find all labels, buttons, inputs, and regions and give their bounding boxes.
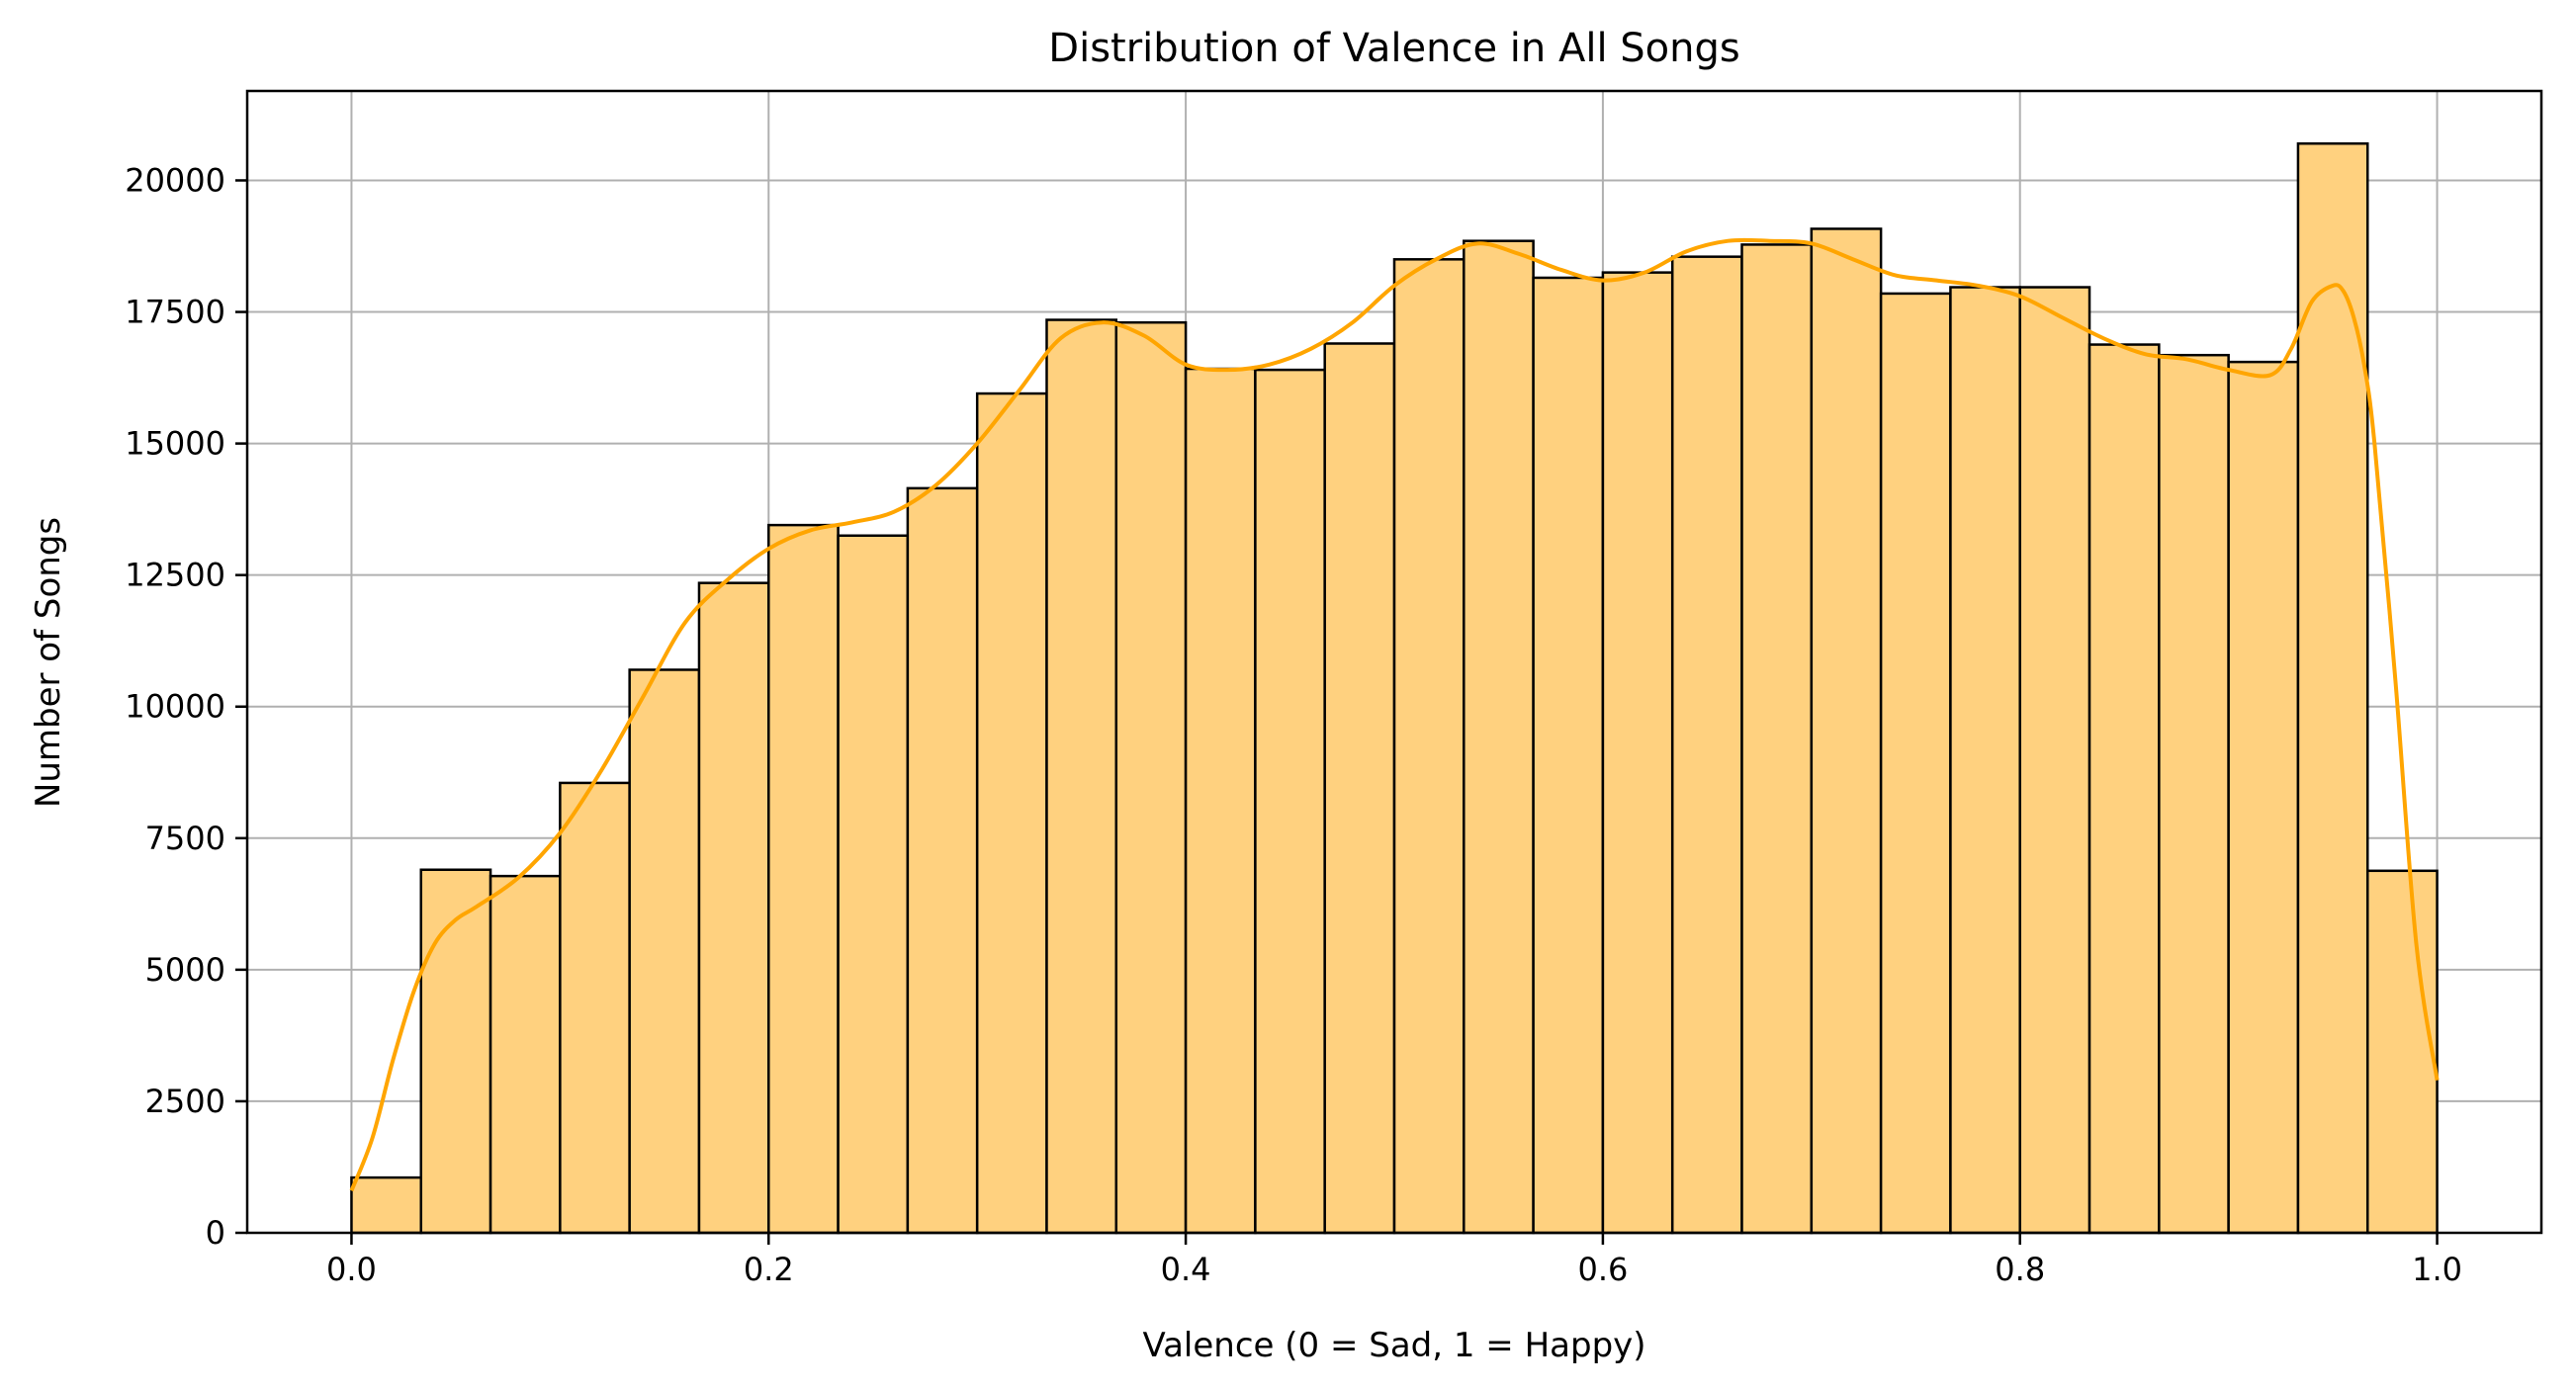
x-tick-label: 0.0 — [326, 1251, 377, 1288]
histogram-bar — [1045, 318, 1118, 1235]
x-tick-label: 0.8 — [1995, 1251, 2045, 1288]
y-tick-label: 12500 — [125, 557, 225, 594]
x-tick-label: 0.4 — [1161, 1251, 1211, 1288]
histogram-bar — [906, 486, 979, 1235]
histogram-bar — [2087, 343, 2161, 1235]
histogram-bar — [975, 391, 1048, 1235]
histogram-bar — [628, 668, 701, 1235]
histogram-bar — [1670, 255, 1743, 1235]
histogram-bar — [1114, 320, 1188, 1235]
y-axis-label: Number of Songs — [29, 517, 68, 808]
histogram-bar — [697, 581, 770, 1235]
x-axis-label: Valence (0 = Sad, 1 = Happy) — [1142, 1326, 1645, 1365]
histogram-bar — [1949, 286, 2021, 1235]
chart-title: Distribution of Valence in All Songs — [1048, 26, 1739, 71]
histogram-bar — [2227, 360, 2300, 1235]
histogram-bar — [489, 874, 562, 1235]
plot-frame — [245, 89, 2543, 1235]
histogram-bar — [1323, 342, 1396, 1235]
histogram-bar — [419, 868, 492, 1235]
histogram-bar — [2158, 353, 2230, 1235]
y-tick-label: 0 — [206, 1214, 225, 1252]
y-axis-ticks: 0 2500 5000 7500 10000 12500 15000 17500 20000 — [125, 161, 247, 1252]
x-tick-label: 1.0 — [2412, 1251, 2462, 1288]
histogram-bar — [1810, 227, 1883, 1235]
histogram-bar — [1601, 271, 1674, 1235]
histogram-bar — [767, 523, 840, 1235]
histogram-bar — [2296, 141, 2369, 1235]
histogram-bar — [1532, 276, 1605, 1235]
histogram-bar — [2365, 869, 2439, 1235]
y-tick-label: 15000 — [125, 425, 225, 463]
histogram-bars — [350, 141, 2439, 1235]
x-tick-label: 0.6 — [1577, 1251, 1628, 1288]
kde-curve-group — [349, 237, 2440, 1192]
histogram-bar — [1254, 368, 1326, 1235]
y-tick-label: 20000 — [125, 161, 225, 199]
histogram-bar — [1184, 367, 1257, 1235]
kde-curve — [349, 237, 2440, 1192]
x-tick-label: 0.2 — [744, 1251, 794, 1288]
histogram-bar — [1740, 243, 1814, 1235]
histogram-bar — [2018, 286, 2091, 1235]
histogram-bar — [1879, 292, 1952, 1235]
histogram-bar — [350, 1175, 423, 1235]
x-axis-ticks: 0.0 0.2 0.4 0.6 0.8 1.0 — [326, 1233, 2462, 1288]
histogram-bar — [559, 781, 631, 1235]
y-tick-label: 2500 — [145, 1083, 225, 1120]
y-tick-label: 10000 — [125, 688, 225, 726]
y-tick-label: 5000 — [145, 951, 225, 989]
y-tick-label: 17500 — [125, 294, 225, 331]
histogram-bar — [1463, 239, 1535, 1235]
histogram-bar — [1392, 258, 1466, 1235]
histogram-bar — [837, 534, 910, 1235]
y-tick-label: 7500 — [145, 820, 225, 857]
